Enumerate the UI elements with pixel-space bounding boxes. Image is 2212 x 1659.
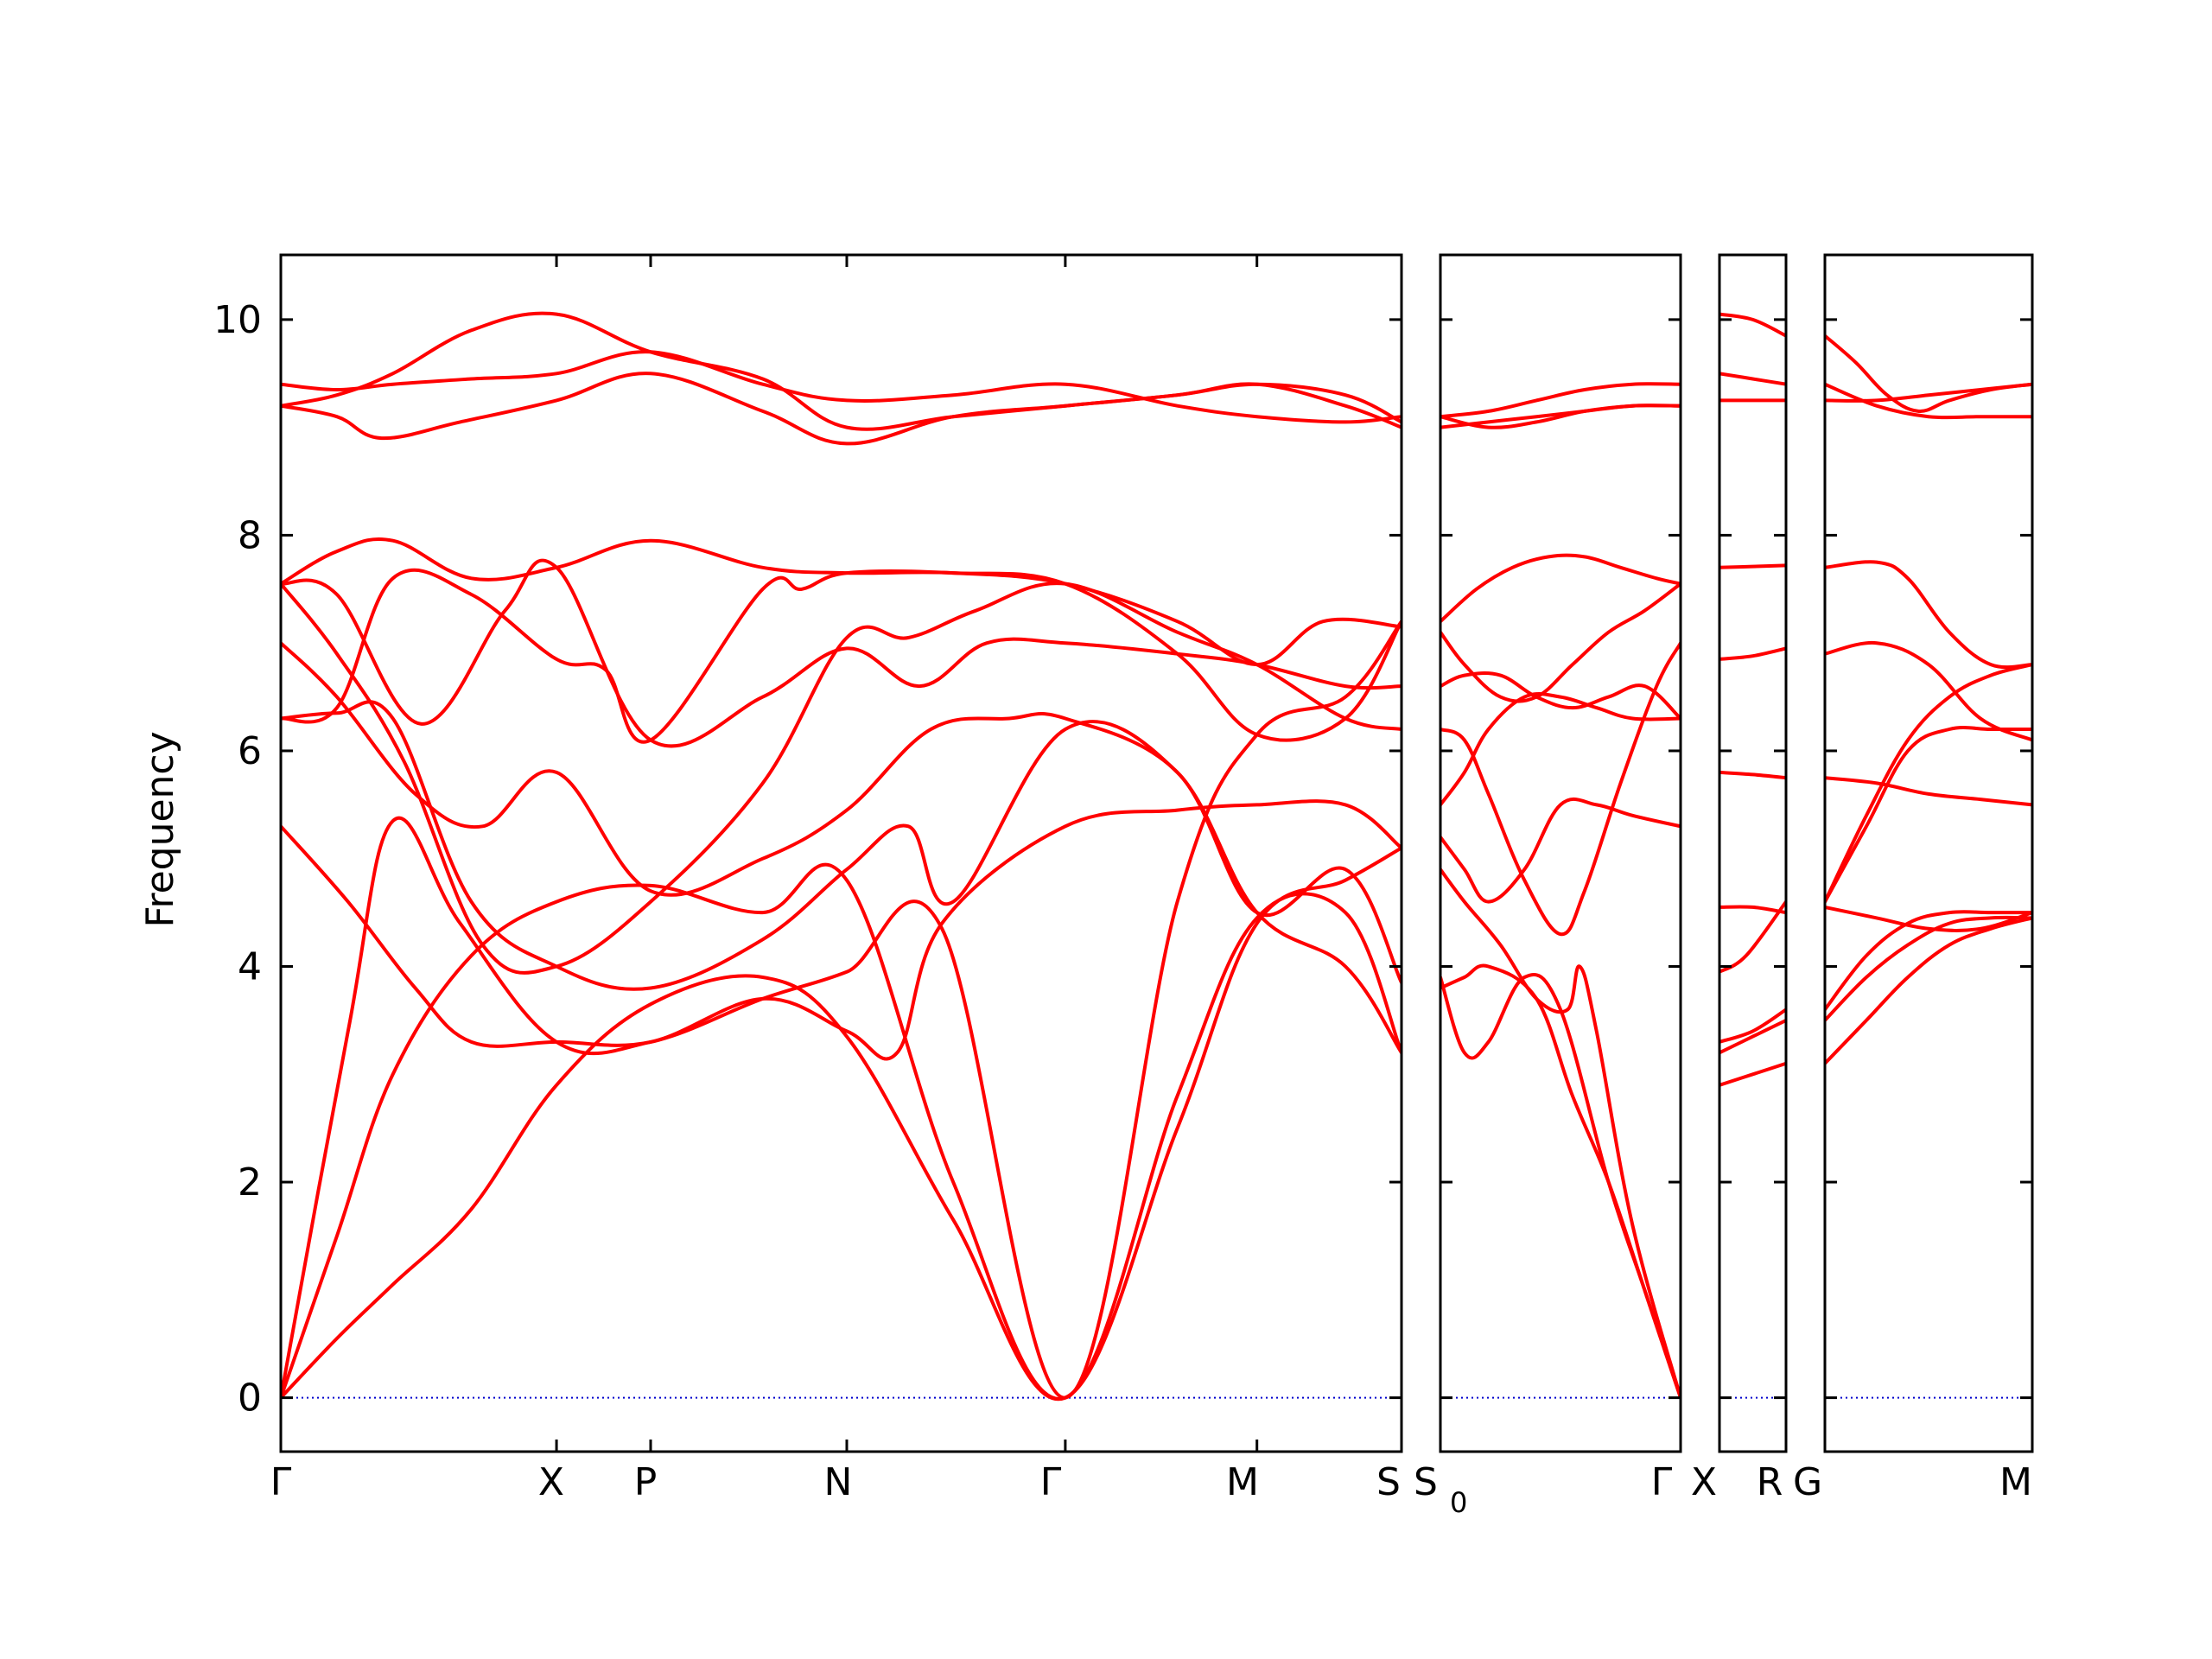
panel-frame bbox=[279, 253, 1403, 1453]
bands bbox=[1825, 334, 2032, 1065]
band-line bbox=[281, 537, 1402, 742]
band-line bbox=[1440, 553, 1681, 624]
x-tick-label: G bbox=[1793, 1460, 1822, 1504]
band-panel bbox=[1718, 253, 1788, 1453]
band-line bbox=[1825, 334, 2032, 413]
band-line bbox=[1825, 663, 2032, 904]
x-tick-label: R bbox=[1757, 1460, 1783, 1504]
band-line bbox=[1825, 910, 2032, 1012]
band-line bbox=[281, 568, 1402, 744]
band-line bbox=[1440, 382, 1681, 419]
band-line bbox=[1719, 770, 1786, 780]
x-tick-label: M bbox=[1999, 1460, 2032, 1504]
band-line bbox=[1719, 646, 1786, 661]
panel-frame bbox=[1823, 253, 2034, 1453]
band-line bbox=[281, 350, 1402, 424]
band-line bbox=[1440, 797, 1681, 904]
y-tick-label: 2 bbox=[238, 1160, 262, 1205]
band-line bbox=[1825, 560, 2032, 670]
band-line bbox=[1440, 692, 1681, 807]
x-tick-label: Γ bbox=[1040, 1460, 1062, 1504]
band-line bbox=[1719, 905, 1786, 915]
band-line bbox=[281, 846, 1402, 1402]
bands bbox=[1719, 312, 1786, 1087]
x-tick-label: S bbox=[1414, 1460, 1438, 1504]
band-line bbox=[1440, 973, 1681, 1400]
x-tick-label: Γ bbox=[1651, 1460, 1673, 1504]
y-tick-labels: 0 2 4 6 8 10 bbox=[213, 298, 262, 1421]
band-line bbox=[1719, 372, 1786, 386]
bands bbox=[281, 311, 1402, 1402]
band-line bbox=[1825, 776, 2032, 807]
band-line bbox=[1825, 916, 2032, 1065]
x-tick-label: S bbox=[1376, 1460, 1401, 1504]
y-tick-label: 10 bbox=[213, 298, 262, 342]
y-tick-label: 6 bbox=[238, 729, 262, 773]
band-line bbox=[281, 799, 1402, 1061]
panel-frame bbox=[1439, 253, 1682, 1453]
band-panel bbox=[1823, 253, 2034, 1453]
band-panel bbox=[1439, 253, 1682, 1453]
band-line bbox=[281, 620, 1402, 1400]
band-line bbox=[1719, 563, 1786, 569]
band-line bbox=[281, 558, 1402, 748]
y-tick-label: 0 bbox=[238, 1376, 262, 1421]
band-line bbox=[1440, 868, 1681, 1400]
band-line bbox=[1719, 1007, 1786, 1044]
band-line bbox=[1719, 312, 1786, 338]
band-line bbox=[1440, 582, 1681, 703]
band-line bbox=[281, 641, 1402, 1055]
band-line bbox=[1719, 899, 1786, 974]
x-tick-label: Γ bbox=[270, 1460, 292, 1504]
band-line bbox=[1825, 915, 2032, 1022]
y-axis-label: Frequency bbox=[138, 731, 182, 927]
x-tick-label: N bbox=[824, 1460, 853, 1504]
band-line bbox=[281, 700, 1402, 991]
band-line bbox=[1440, 671, 1681, 721]
x-tick-label: M bbox=[1226, 1460, 1259, 1504]
y-tick-label: 4 bbox=[238, 945, 262, 989]
y-tick-label: 8 bbox=[238, 513, 262, 557]
band-line bbox=[1440, 404, 1681, 429]
band-panel bbox=[279, 253, 1403, 1453]
band-line bbox=[1440, 641, 1681, 937]
band-line bbox=[1719, 1061, 1786, 1087]
bands bbox=[1440, 382, 1681, 1400]
band-line bbox=[1719, 1018, 1786, 1055]
x-tick-label-subscript: 0 bbox=[1450, 1486, 1467, 1519]
x-tick-label: X bbox=[538, 1460, 564, 1504]
band-line bbox=[281, 862, 1402, 1401]
band-line bbox=[281, 582, 1402, 975]
band-line bbox=[1825, 640, 2032, 742]
band-panels bbox=[279, 253, 2034, 1453]
panel-frame bbox=[1718, 253, 1788, 1453]
band-line bbox=[1825, 382, 2032, 420]
x-tick-label: X bbox=[1691, 1460, 1717, 1504]
band-line bbox=[1825, 726, 2032, 904]
band-line bbox=[1825, 905, 2032, 932]
band-line bbox=[281, 311, 1402, 431]
x-tick-label: P bbox=[634, 1460, 658, 1504]
band-line bbox=[1440, 963, 1681, 1400]
